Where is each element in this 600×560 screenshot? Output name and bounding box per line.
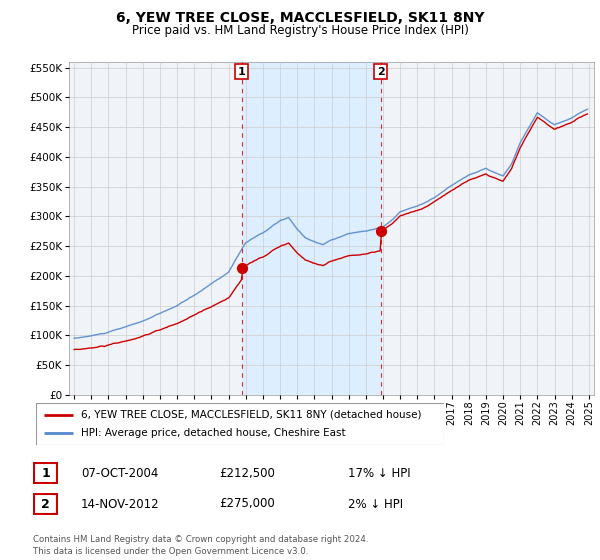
Text: 07-OCT-2004: 07-OCT-2004 [81, 466, 158, 480]
Text: 1: 1 [41, 466, 50, 480]
Text: 14-NOV-2012: 14-NOV-2012 [81, 497, 160, 511]
Text: Price paid vs. HM Land Registry's House Price Index (HPI): Price paid vs. HM Land Registry's House … [131, 24, 469, 36]
Text: 1: 1 [238, 67, 245, 77]
Text: 2: 2 [377, 67, 385, 77]
Text: £275,000: £275,000 [219, 497, 275, 511]
Text: 2: 2 [41, 497, 50, 511]
Text: 6, YEW TREE CLOSE, MACCLESFIELD, SK11 8NY (detached house): 6, YEW TREE CLOSE, MACCLESFIELD, SK11 8N… [81, 410, 421, 420]
Text: £212,500: £212,500 [219, 466, 275, 480]
Point [376, 227, 386, 236]
Point [237, 264, 247, 273]
Text: Contains HM Land Registry data © Crown copyright and database right 2024.
This d: Contains HM Land Registry data © Crown c… [33, 535, 368, 556]
Text: 6, YEW TREE CLOSE, MACCLESFIELD, SK11 8NY: 6, YEW TREE CLOSE, MACCLESFIELD, SK11 8N… [116, 11, 484, 25]
Text: HPI: Average price, detached house, Cheshire East: HPI: Average price, detached house, Ches… [81, 428, 346, 438]
Bar [242, 62, 381, 395]
Text: 17% ↓ HPI: 17% ↓ HPI [348, 466, 410, 480]
Text: 2% ↓ HPI: 2% ↓ HPI [348, 497, 403, 511]
